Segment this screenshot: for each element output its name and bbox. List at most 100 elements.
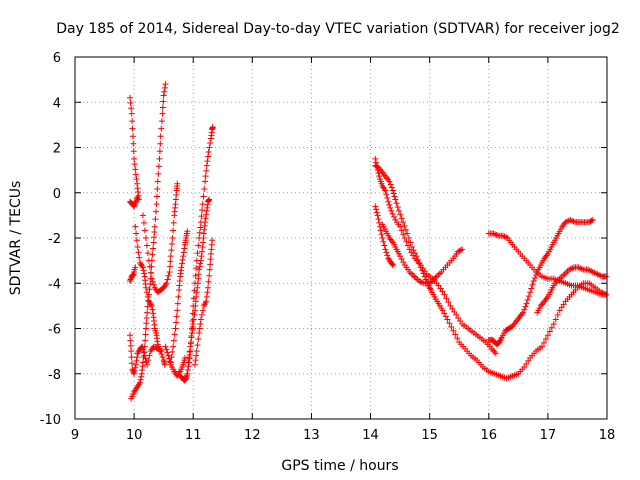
data-point-marker	[376, 219, 383, 226]
data-point-marker	[405, 235, 412, 241]
data-point-marker	[169, 235, 176, 241]
data-point-marker	[196, 325, 203, 332]
data-point-marker	[169, 348, 176, 355]
data-point-marker	[385, 198, 392, 205]
data-point-marker	[377, 227, 384, 234]
y-tick-label: 4	[53, 96, 61, 111]
data-point-marker	[390, 190, 397, 197]
data-point-marker	[139, 359, 146, 366]
data-point-marker	[131, 370, 138, 377]
data-point-marker	[441, 291, 448, 298]
x-tick-label: 9	[71, 428, 79, 443]
data-point-marker	[193, 348, 200, 355]
data-point-marker	[387, 204, 394, 211]
x-tick-labels: 9 10 11 12 13 14 15 16 17 18	[71, 428, 615, 443]
data-point-marker	[194, 250, 201, 257]
data-point-marker	[126, 332, 133, 339]
data-point-marker	[128, 105, 135, 112]
data-point-marker	[397, 223, 404, 230]
data-point-marker	[174, 300, 181, 307]
data-point-marker	[602, 291, 609, 298]
data-point-marker	[390, 262, 397, 269]
data-point-marker	[454, 335, 461, 342]
data-point-marker	[209, 124, 216, 131]
data-point-marker	[439, 288, 446, 295]
data-point-marker	[180, 249, 187, 256]
data-point-marker	[130, 148, 137, 155]
data-point-marker	[184, 228, 191, 235]
data-point-marker	[195, 336, 202, 343]
data-point-marker	[133, 237, 140, 244]
data-point-marker	[374, 212, 381, 219]
data-point-marker	[142, 337, 149, 344]
data-point-marker	[145, 257, 152, 264]
data-point-marker	[181, 354, 188, 361]
data-point-marker	[542, 336, 549, 343]
data-point-marker	[521, 306, 528, 313]
data-point-marker	[401, 222, 408, 229]
data-point-marker	[195, 242, 202, 249]
data-point-marker	[154, 178, 161, 185]
data-point-marker	[400, 259, 407, 266]
data-point-marker	[140, 354, 147, 361]
data-point-marker	[133, 176, 140, 183]
data-point-marker	[178, 260, 185, 267]
data-point-marker	[180, 253, 187, 260]
data-point-marker	[127, 337, 134, 344]
data-point-marker	[206, 196, 213, 203]
y-tick-label: 6	[53, 51, 61, 66]
data-point-marker	[205, 153, 211, 160]
data-point-marker	[144, 303, 151, 310]
data-point-marker	[416, 260, 423, 267]
data-point-marker	[383, 191, 390, 198]
data-point-marker	[602, 273, 609, 280]
data-point-marker	[152, 216, 159, 223]
data-point-marker	[168, 247, 175, 254]
y-tick-label: -4	[48, 277, 61, 292]
data-point-marker	[166, 358, 173, 365]
data-point-marker	[492, 350, 499, 357]
data-point-marker	[205, 278, 212, 285]
data-point-marker	[193, 289, 200, 296]
data-point-marker	[531, 274, 538, 281]
data-point-marker	[167, 253, 174, 260]
data-point-marker	[128, 360, 135, 367]
data-point-marker	[192, 357, 199, 364]
data-point-marker	[200, 193, 207, 200]
data-point-marker	[520, 309, 527, 316]
data-point-marker	[186, 348, 193, 355]
data-point-marker	[137, 376, 144, 383]
x-tick-label: 17	[540, 428, 557, 443]
data-point-marker	[447, 302, 454, 309]
data-point-marker	[127, 100, 134, 107]
x-axis-title: GPS time / hours	[281, 458, 398, 474]
data-point-marker	[457, 247, 464, 254]
data-point-marker	[164, 276, 171, 283]
data-point-marker	[126, 94, 133, 101]
data-point-marker	[525, 293, 532, 300]
data-point-marker	[528, 285, 535, 292]
data-point-marker	[373, 209, 380, 216]
data-point-marker	[386, 201, 393, 208]
data-point-marker	[382, 246, 389, 253]
data-point-marker	[191, 311, 198, 318]
data-point-marker	[142, 325, 149, 332]
data-point-marker	[197, 257, 204, 264]
x-tick-label: 11	[185, 428, 202, 443]
data-point-marker	[157, 140, 164, 147]
data-point-marker	[400, 231, 407, 238]
data-point-marker	[181, 245, 188, 252]
data-point-marker	[194, 342, 201, 349]
data-point-marker	[373, 206, 380, 213]
data-point-marker	[137, 379, 144, 386]
data-point-marker	[170, 337, 177, 344]
data-point-marker	[156, 148, 163, 155]
data-point-marker	[383, 249, 390, 256]
data-point-marker	[154, 185, 161, 192]
y-tick-label: -8	[48, 368, 61, 383]
data-point-marker	[153, 201, 160, 208]
data-point-marker	[129, 118, 136, 125]
data-point-marker	[142, 331, 149, 338]
data-point-marker	[193, 352, 200, 359]
data-point-marker	[533, 271, 540, 278]
